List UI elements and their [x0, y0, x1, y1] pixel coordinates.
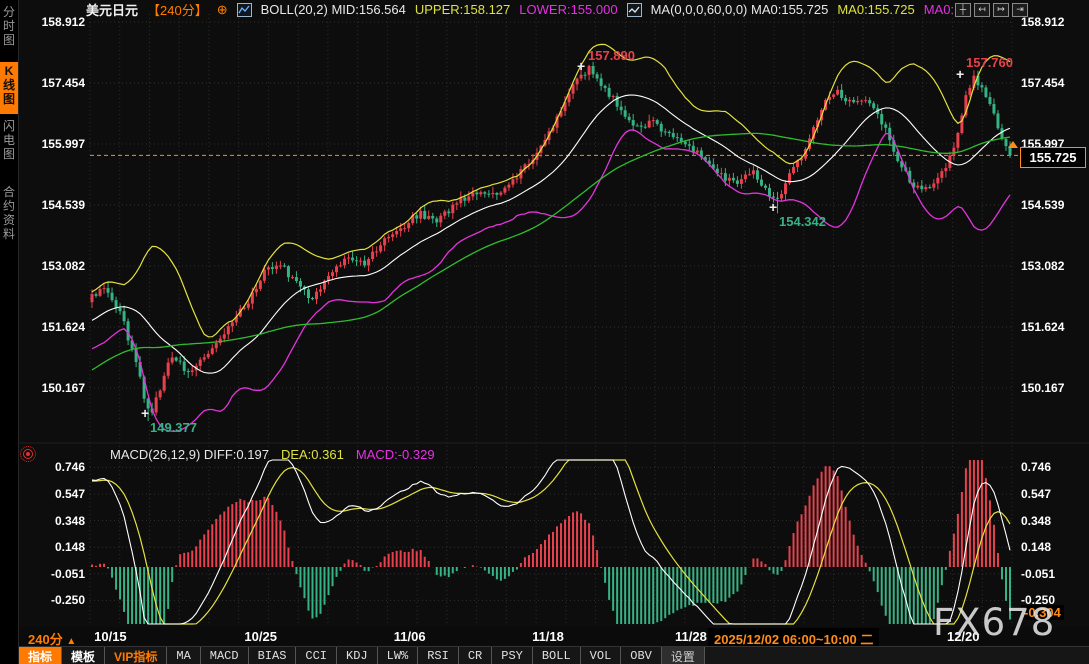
toolbar-tab-4[interactable]: MA [167, 647, 201, 664]
overlay-lines [91, 43, 1011, 432]
zoom-in-icon[interactable]: ↦ [993, 3, 1009, 17]
time-axis-label: 10/25 [244, 629, 277, 644]
time-axis-label: 12/20 [946, 629, 980, 644]
toolbar-tab-10[interactable]: RSI [418, 647, 459, 664]
sidebar-tab-4[interactable]: 合约资料 [2, 185, 15, 241]
candle-datetime-label: 2025/12/02 06:00~10:00 二 [708, 628, 880, 649]
toolbar-tab-3[interactable]: VIP指标 [105, 647, 168, 664]
price-axis-tick-left: 154.539 [41, 198, 85, 212]
macd-axis-tick-right: 0.746 [1021, 460, 1052, 474]
toolbar-tab-8[interactable]: KDJ [337, 647, 378, 664]
price-axis-tick-left: 157.454 [41, 76, 85, 90]
detach-icon[interactable]: ⇥ [1012, 3, 1028, 17]
period-selector[interactable]: 240分 ▲ [28, 632, 77, 647]
macd-axis-tick-left: 0.148 [54, 540, 85, 554]
candlestick-plot[interactable] [90, 61, 1012, 422]
low-trough-annotation: 149.377 [150, 420, 197, 435]
macd-axis-tick-right: -0.051 [1021, 567, 1056, 581]
split-view-icon[interactable]: ┼ [955, 3, 971, 17]
macd-hist-value: MACD:-0.329 [355, 447, 435, 462]
ma0-magenta-value: MA0:1 [923, 2, 962, 17]
boll-lower-value: LOWER:155.000 [519, 2, 618, 17]
recent-low-marker: + [769, 199, 778, 215]
high-peak-marker: + [577, 58, 586, 74]
toolbar-tab-9[interactable]: LW% [378, 647, 419, 664]
fx678-watermark: FX678 [933, 601, 1056, 644]
macd-axis-tick-left: -0.051 [50, 567, 85, 581]
toolbar-tab-1[interactable]: 指标 [19, 647, 63, 664]
time-axis-label: 11/18 [532, 629, 564, 644]
recent-low-annotation: 154.342 [779, 214, 826, 229]
low-trough-marker: + [141, 405, 150, 421]
current-price-arrow [1008, 141, 1018, 148]
macd-axis-tick-right: 0.547 [1021, 487, 1052, 501]
boll-indicator-icon[interactable] [236, 2, 252, 17]
macd-current-value: -0.304 [1021, 605, 1064, 620]
toolbar-tab-12[interactable]: PSY [492, 647, 533, 664]
toolbar-tab-7[interactable]: CCI [296, 647, 338, 664]
grid-lines [19, 14, 1089, 625]
macd-axis-tick-right: 0.148 [1021, 540, 1052, 554]
toolbar-tab-11[interactable]: CR [459, 647, 493, 664]
ma0-white-value: MA(0,0,0,60,0,0) MA0:155.725 [650, 2, 829, 17]
price-axis-tick-right: 153.082 [1021, 259, 1065, 273]
toolbar-tab-6[interactable]: BIAS [249, 647, 297, 664]
sidebar-tab-3[interactable]: 闪电图 [2, 119, 15, 161]
chart-type-sidebar: 分时图 K线图闪电图合约资料 [0, 0, 19, 664]
recent-high-marker: + [956, 66, 965, 82]
high-peak-annotation: 157.890 [588, 48, 635, 63]
toolbar-tab-2[interactable]: 模板 [62, 647, 106, 664]
price-axis-tick-right: 157.454 [1021, 76, 1065, 90]
recent-high-annotation: 157.760 [966, 55, 1013, 70]
price-axis-tick-right: 154.539 [1021, 198, 1065, 212]
macd-axis-tick-left: 0.547 [54, 487, 85, 501]
price-axis-tick-left: 158.912 [41, 15, 85, 29]
period-label[interactable]: 【240分】 [147, 3, 208, 18]
time-axis-row: 240分 ▲ 2025/12/02 06:00~10:00 二 10/15 10/… [19, 627, 1089, 649]
crosshair-icon[interactable]: ⊕ [216, 2, 228, 17]
macd-header: MACD(26,12,9) DIFF:0.197 DEA:0.361 MACD:… [110, 447, 435, 462]
symbol-title: 美元日元 [86, 3, 139, 18]
price-axis-tick-right: 150.167 [1021, 381, 1065, 395]
macd-axis-tick-right: 0.348 [1021, 514, 1052, 528]
macd-axis-tick-left: 0.746 [54, 460, 85, 474]
price-axis-tick-left: 150.167 [41, 381, 85, 395]
toolbar-tab-5[interactable]: MACD [201, 647, 249, 664]
macd-settings-icon[interactable] [20, 446, 36, 462]
price-axis-tick-left: 155.997 [41, 137, 85, 151]
time-axis-label: 10/15 [94, 629, 127, 644]
price-axis-tick-left: 153.082 [41, 259, 85, 273]
time-axis-label: 11/28 [674, 629, 707, 644]
boll-mid-value: BOLL(20,2) MID:156.564 [260, 2, 406, 17]
sidebar-tab-1[interactable]: 分时图 [2, 5, 15, 47]
macd-diff-value: MACD(26,12,9) DIFF:0.197 [110, 447, 269, 462]
toolbar-tab-13[interactable]: BOLL [533, 647, 581, 664]
macd-axis-tick-left: 0.348 [54, 514, 85, 528]
period-up-arrow: ▲ [66, 636, 77, 647]
price-axis-tick-right: 151.624 [1021, 320, 1065, 334]
current-price-box: 155.725 [1020, 147, 1086, 168]
zoom-out-icon[interactable]: ↤ [974, 3, 990, 17]
toolbar-tab-14[interactable]: VOL [581, 647, 622, 664]
toolbar-tab-15[interactable]: OBV [621, 647, 662, 664]
macd-plot[interactable] [91, 459, 1011, 625]
indicator-legend-bar: 美元日元 【240分】 ⊕ BOLL(20,2) MID:156.564 UPP… [86, 2, 962, 18]
ma0-yellow-value: MA0:155.725 [837, 2, 915, 17]
ma-indicator-icon[interactable] [626, 2, 642, 17]
price-axis-tick-right: 158.912 [1021, 15, 1065, 29]
boll-upper-value: UPPER:158.127 [414, 2, 511, 17]
macd-axis-tick-left: -0.250 [50, 593, 85, 607]
macd-axis-tick-right: -0.250 [1021, 593, 1056, 607]
window-controls: ┼ ↤ ↦ ⇥ [955, 3, 1028, 17]
time-axis-label: 11/06 [393, 629, 426, 644]
price-axis-tick-left: 151.624 [41, 320, 85, 334]
toolbar-tab-16[interactable]: 设置 [661, 647, 705, 664]
sidebar-tab-2[interactable]: K线图 [0, 62, 18, 114]
macd-dea-value: DEA:0.361 [280, 447, 344, 462]
indicator-toolbar: 指标 模板 VIP指标 MA MACD BIAS CCI KDJ LW% RSI CR PSY BOLL… [19, 646, 1089, 664]
